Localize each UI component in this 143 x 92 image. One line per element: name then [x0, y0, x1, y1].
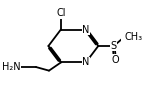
- Text: S: S: [111, 41, 117, 51]
- Text: Cl: Cl: [56, 8, 66, 18]
- Text: N: N: [82, 58, 90, 67]
- Text: CH₃: CH₃: [124, 32, 143, 42]
- Text: H₂N: H₂N: [2, 62, 20, 72]
- Text: O: O: [111, 55, 119, 65]
- Text: N: N: [82, 25, 90, 34]
